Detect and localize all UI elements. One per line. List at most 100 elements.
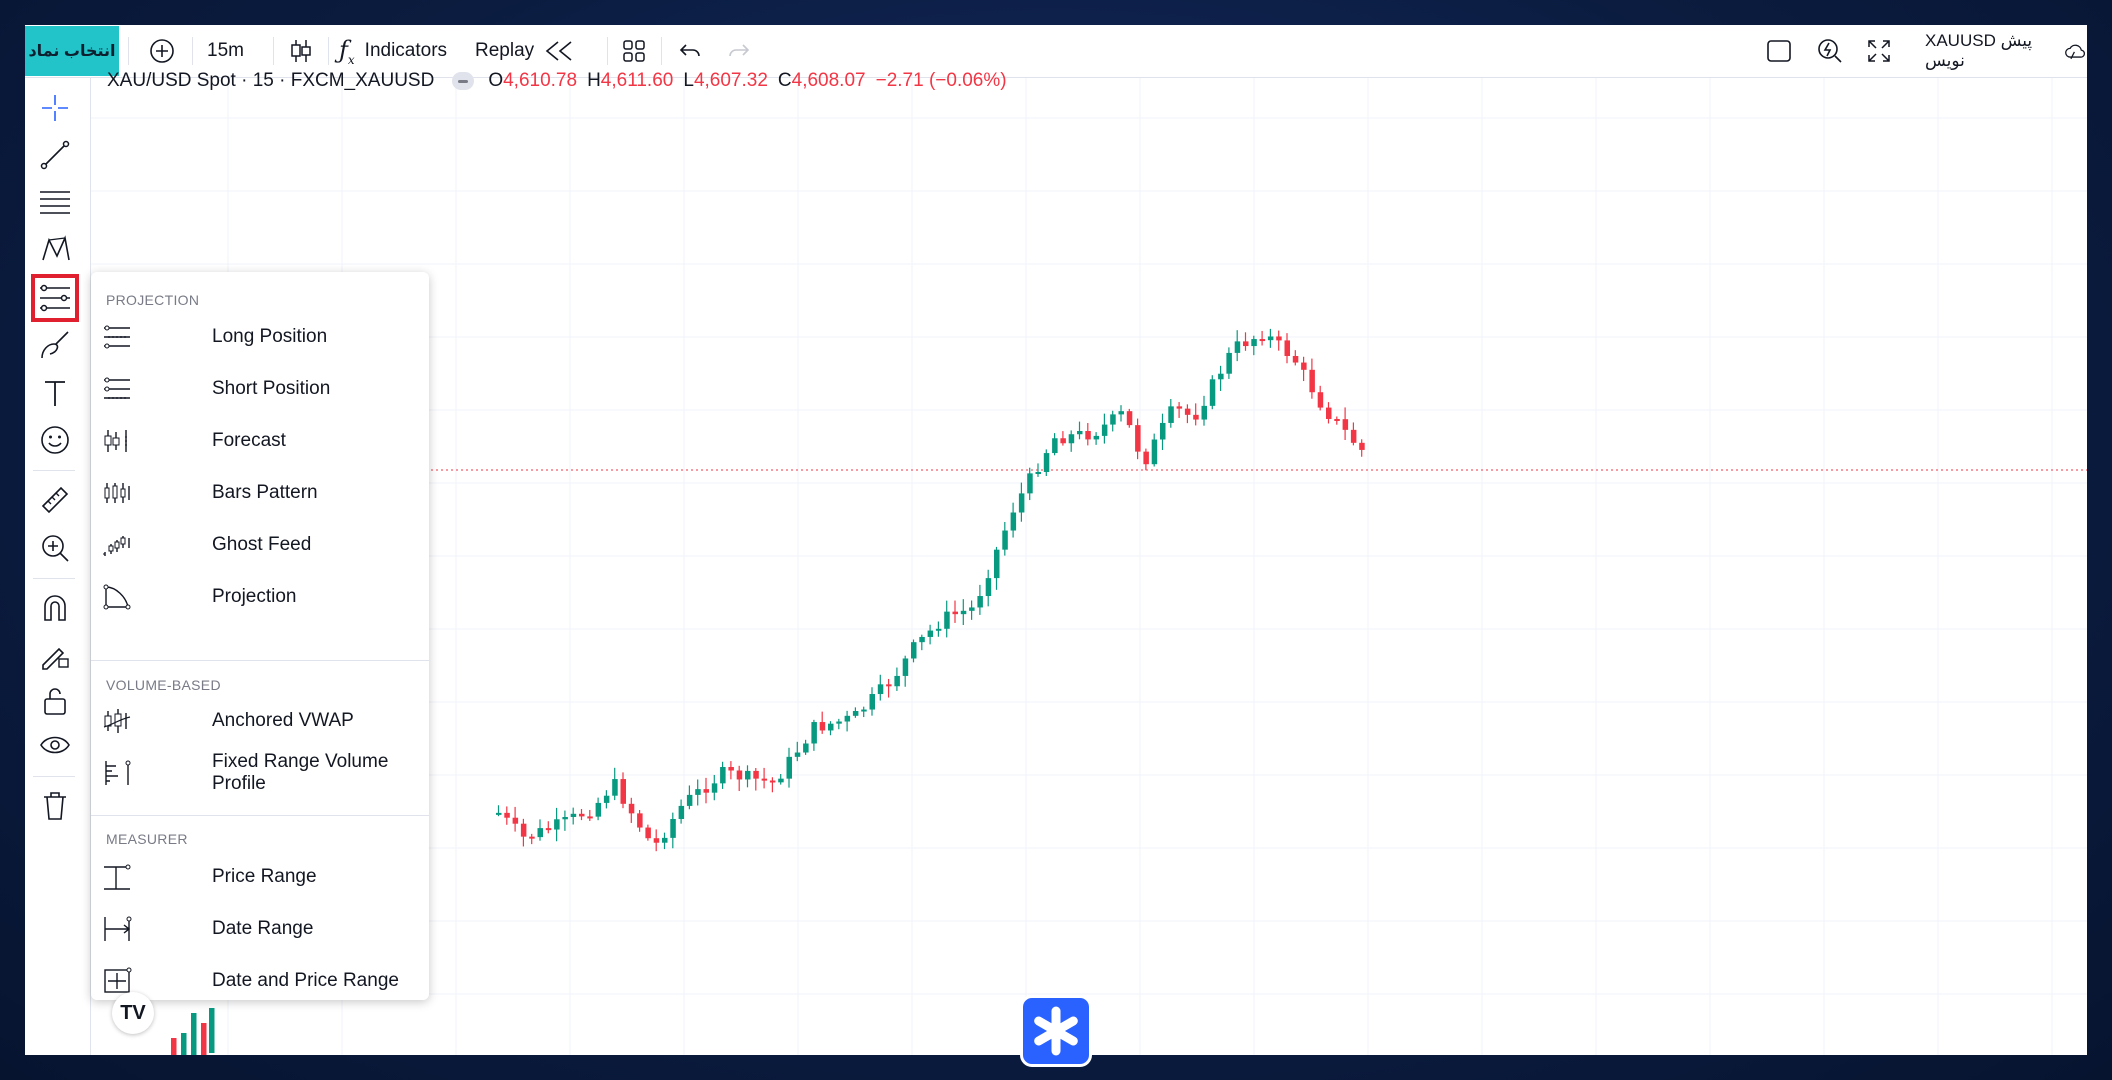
ghost-feed-icon [101, 529, 133, 561]
emoji-tool[interactable] [35, 420, 75, 460]
symbol-title[interactable]: XAU/USD Spot · 15 · FXCM_XAUUSD [107, 70, 435, 91]
menu-item-date-price-range[interactable]: Date and Price Range [91, 957, 429, 1005]
candle-body [1359, 442, 1365, 450]
menu-item-fixed-range-volume-profile[interactable]: Fixed Range Volume Profile [91, 749, 429, 797]
crosshair-icon [42, 95, 68, 121]
layout-name-label: XAUUSD پیش نویس [1925, 31, 2033, 70]
menu-item-forecast[interactable]: Forecast [91, 417, 429, 465]
fullscreen-square-button[interactable] [1761, 25, 1797, 77]
expand-button[interactable] [1861, 25, 1897, 77]
candle-body [1085, 431, 1091, 440]
layout-name[interactable]: XAUUSD پیش نویس [1925, 25, 2087, 77]
candle-body [844, 715, 851, 722]
pencil-lock-icon [42, 647, 69, 670]
candle-body [1160, 422, 1166, 440]
candle-body [1176, 406, 1183, 409]
symbol-select-button[interactable]: انتخاب نماد [25, 26, 119, 76]
bars-pattern-icon [101, 477, 133, 509]
menu-divider [91, 815, 429, 816]
price-chart [91, 78, 2087, 1055]
text-tool[interactable] [35, 373, 75, 413]
app-badge [1020, 995, 1092, 1067]
candle-body [653, 838, 660, 843]
candle-body [587, 816, 593, 819]
ruler-icon [41, 486, 69, 514]
add-symbol-button[interactable] [142, 25, 182, 77]
candle-body [529, 836, 535, 839]
square-icon [1767, 40, 1791, 62]
menu-item-label: Price Range [212, 866, 317, 887]
candle-body [811, 722, 817, 744]
menu-item-long-position[interactable]: Long Position [91, 313, 429, 361]
series-legend: XAU/USD Spot · 15 · FXCM_XAUUSD O 4,610.7… [107, 66, 1007, 96]
menu-item-projection[interactable]: Projection [91, 573, 429, 621]
menu-item-ghost-feed[interactable]: Ghost Feed [91, 521, 429, 569]
candle-body [1334, 418, 1340, 421]
close-label: C [777, 70, 792, 91]
zoom-in-icon [42, 535, 69, 562]
chart-type-button[interactable] [283, 25, 319, 77]
candle-body [1101, 424, 1108, 436]
top-toolbar: انتخاب نماد 15m ƒx Indicators Replay [25, 25, 2087, 78]
candle-body [1077, 431, 1083, 435]
projection-tool[interactable] [31, 274, 79, 322]
candle-body [1284, 340, 1290, 356]
menu-item-price-range[interactable]: Price Range [91, 853, 429, 901]
menu-item-label: Date and Price Range [212, 970, 399, 991]
candle-body [1068, 434, 1075, 444]
high-value: 4,611.60 [600, 70, 674, 91]
magnet-tool[interactable] [35, 588, 75, 628]
candle-body [1027, 473, 1033, 494]
candle-body [209, 1008, 215, 1053]
replay-button[interactable]: Replay [475, 25, 576, 77]
unlock-icon [44, 688, 66, 715]
change-value: −2.71 (−0.06%) [875, 70, 1007, 91]
fib-tool[interactable] [35, 183, 75, 223]
fib-lines-icon [40, 191, 70, 214]
candle-body [753, 770, 759, 779]
magnet-icon [44, 595, 66, 621]
trend-line-tool[interactable] [35, 135, 75, 175]
candle-body [612, 779, 618, 796]
candle-body [1342, 419, 1349, 430]
menu-item-label: Anchored VWAP [212, 710, 354, 731]
redo-button[interactable] [722, 25, 756, 77]
menu-item-date-range[interactable]: Date Range [91, 905, 429, 953]
indicators-button[interactable]: ƒx Indicators [339, 25, 447, 77]
indicators-label: Indicators [364, 40, 448, 61]
candle-body [828, 723, 834, 731]
eye-icon [40, 736, 70, 754]
ruler-tool[interactable] [35, 480, 75, 520]
legend-toggle-icon[interactable] [452, 72, 475, 90]
candle-body [620, 779, 626, 804]
remove-drawings-tool[interactable] [35, 786, 75, 826]
menu-item-short-position[interactable]: Short Position [91, 365, 429, 413]
candle-body [1234, 341, 1241, 353]
undo-button[interactable] [673, 25, 707, 77]
menu-item-bars-pattern[interactable]: Bars Pattern [91, 469, 429, 517]
candle-body [1243, 341, 1249, 347]
drawing-toolbar [25, 78, 91, 1055]
long-position-icon [101, 321, 133, 353]
tradingview-logo[interactable]: TV [112, 992, 154, 1034]
quick-search-button[interactable] [1812, 25, 1848, 77]
smiley-icon [41, 426, 69, 454]
menu-item-anchored-vwap[interactable]: Anchored VWAP [91, 697, 429, 745]
lock-all-tool[interactable] [35, 681, 75, 721]
cloud-icon [2065, 44, 2086, 60]
candle-body [935, 628, 942, 631]
candle-body [803, 743, 809, 753]
pattern-tool[interactable] [35, 230, 75, 270]
visibility-tool[interactable] [35, 726, 75, 766]
interval-button[interactable]: 15m [207, 40, 244, 61]
candle-body [786, 756, 792, 779]
zoom-tool[interactable] [35, 528, 75, 568]
brush-tool[interactable] [35, 326, 75, 366]
crosshair-tool[interactable] [35, 88, 75, 128]
candle-body [181, 1033, 187, 1055]
layout-button[interactable] [617, 25, 651, 77]
menu-divider [91, 660, 429, 661]
chart-pane[interactable] [91, 78, 2087, 1055]
candle-body [1110, 414, 1116, 425]
lock-drawing-tool[interactable] [35, 635, 75, 675]
